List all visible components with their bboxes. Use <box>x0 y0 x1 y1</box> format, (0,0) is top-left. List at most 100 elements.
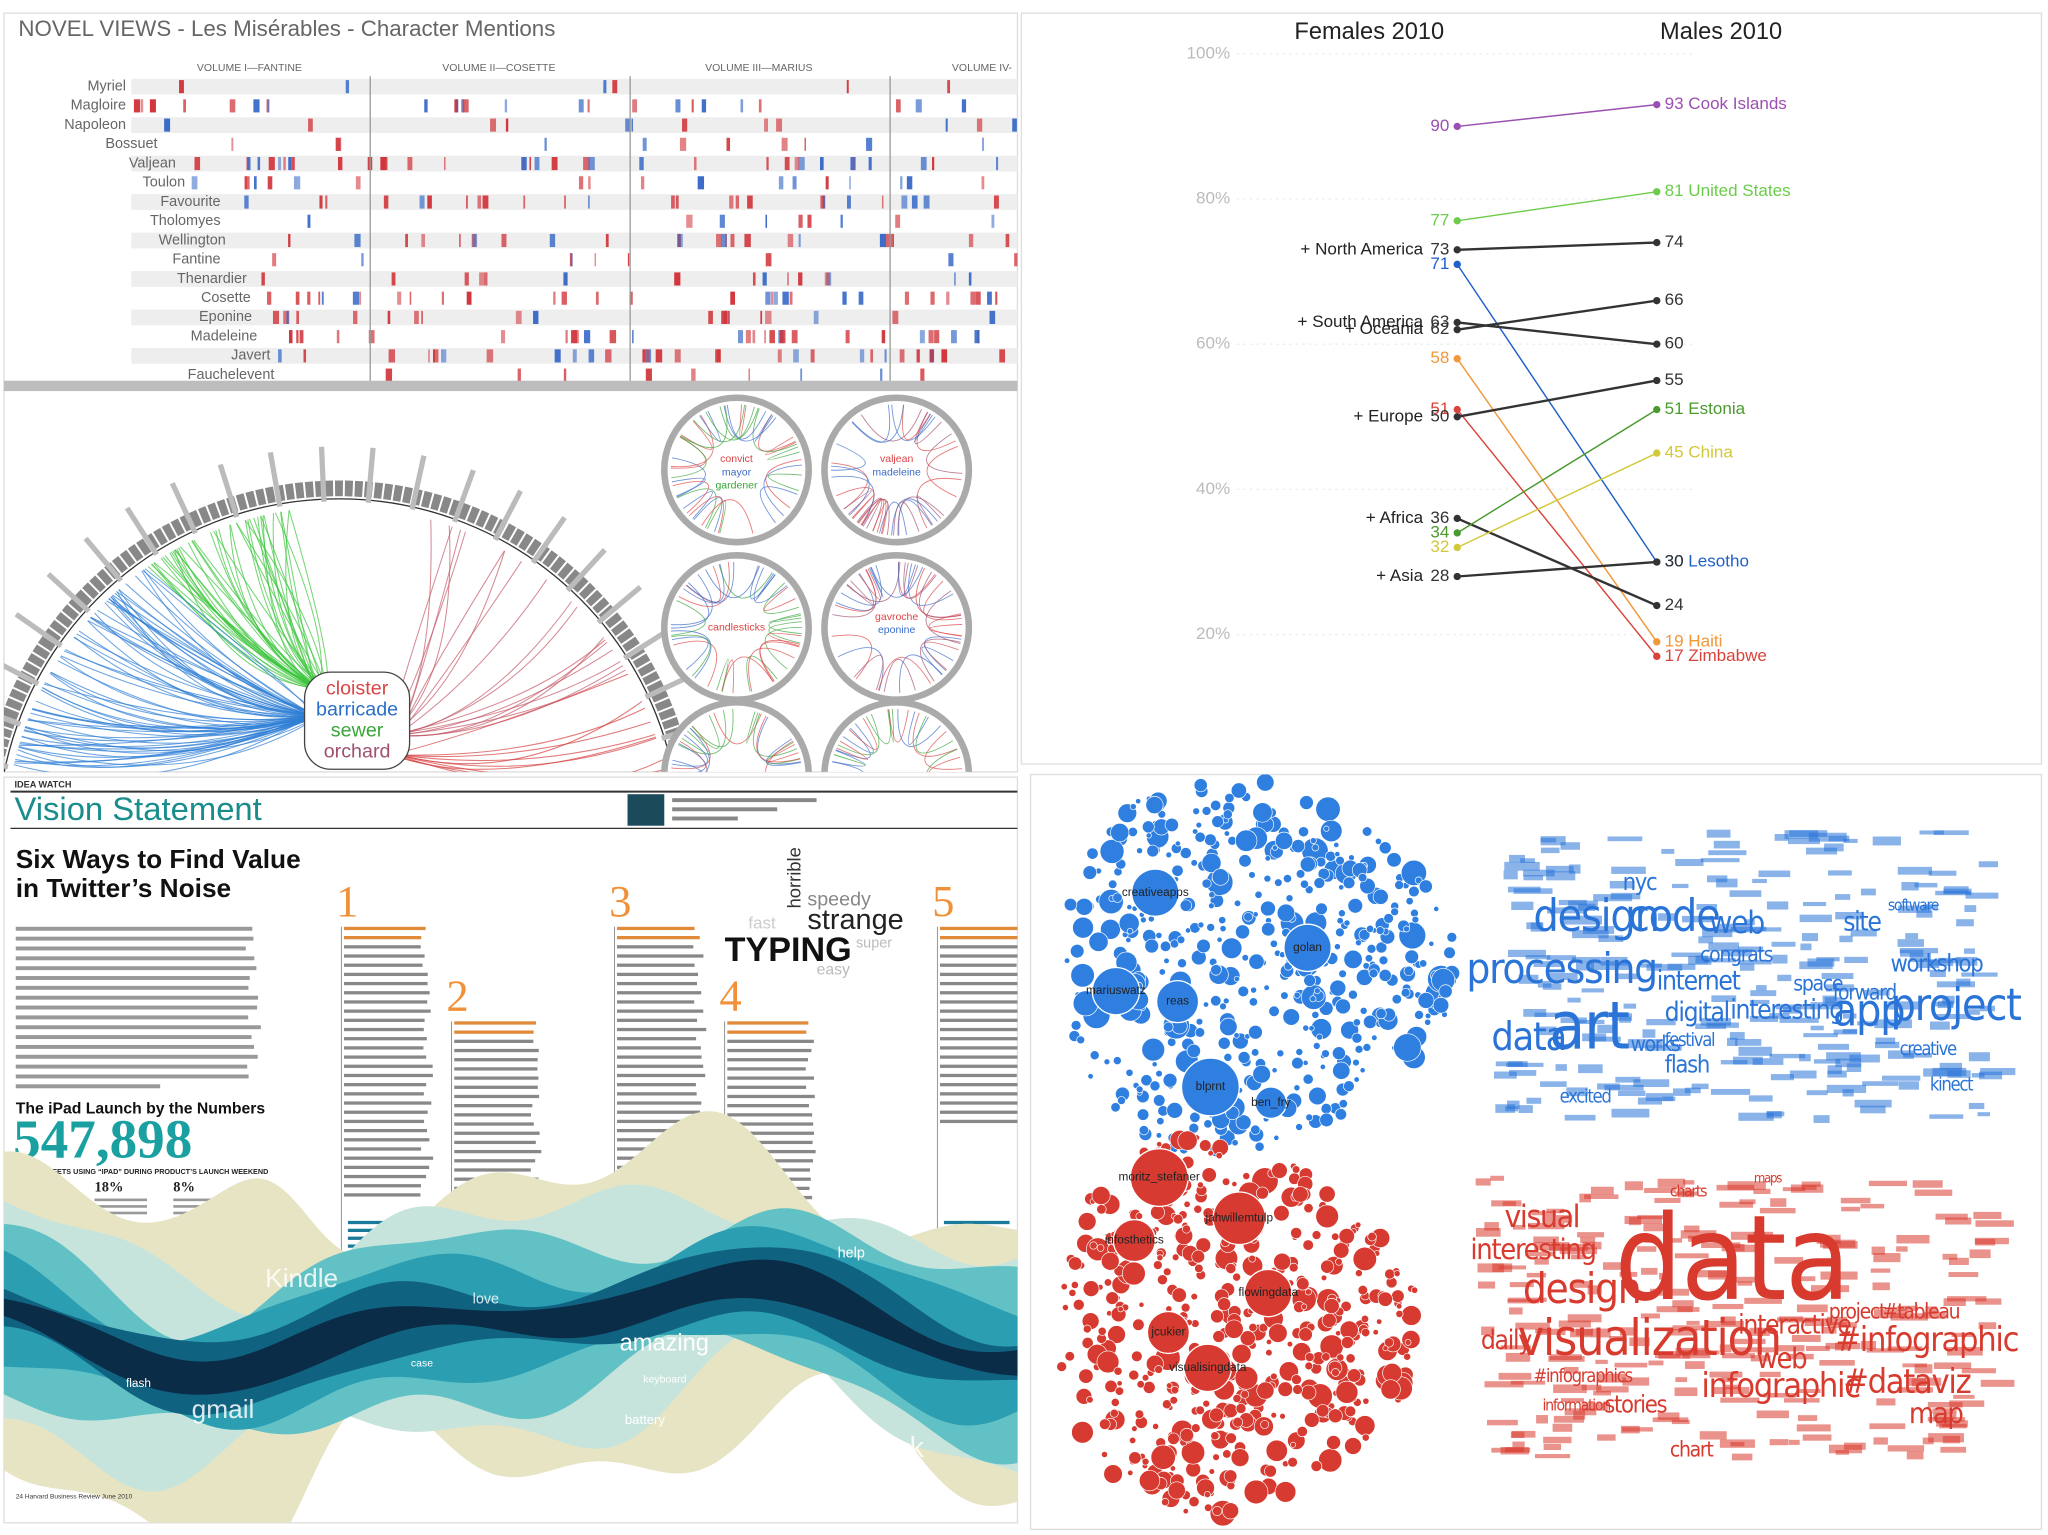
filler-word <box>1721 1316 1736 1326</box>
mini-link <box>924 636 962 672</box>
step-text <box>617 1110 701 1114</box>
step-text <box>343 1083 427 1087</box>
filler-word <box>1834 894 1851 900</box>
series-label: Zimbabwe <box>1688 646 1767 665</box>
filler-word <box>1927 1417 1966 1422</box>
filler-word <box>1948 1257 1969 1265</box>
chapter-label <box>452 469 476 523</box>
bubble <box>1081 1337 1094 1349</box>
filler-word <box>1737 960 1772 965</box>
filler-word <box>1708 850 1747 856</box>
bubble <box>1179 1428 1194 1443</box>
filler-word <box>1870 1268 1891 1273</box>
bubble <box>1363 1014 1378 1029</box>
filler-word <box>1933 1412 1957 1419</box>
filler-word <box>1602 1262 1626 1270</box>
mention-tick <box>490 118 497 132</box>
character-name: Wellington <box>159 232 226 248</box>
mention-tick <box>441 349 447 363</box>
mention-tick <box>523 195 526 209</box>
filler-word <box>1956 919 1974 927</box>
bubble <box>1212 1453 1220 1461</box>
filler-word <box>1498 1265 1527 1270</box>
step-text <box>617 1101 702 1105</box>
bubble <box>1180 1440 1206 1465</box>
body-text <box>15 966 257 971</box>
filler-word <box>1595 1359 1608 1364</box>
bubble <box>1272 844 1278 851</box>
mini-link <box>699 410 721 443</box>
point <box>1653 652 1661 661</box>
mini-link <box>833 754 866 766</box>
character-name: Myriel <box>88 78 127 94</box>
bubble <box>1268 1005 1280 1017</box>
bubble <box>1273 1134 1280 1141</box>
y-tick-label: 40% <box>1196 479 1230 498</box>
cloud-word: design <box>1523 1264 1641 1313</box>
mini-link <box>767 473 802 492</box>
step-text <box>727 1030 807 1034</box>
filler-word <box>1914 1364 1933 1374</box>
bubble <box>1162 1072 1178 1088</box>
bubble <box>1375 926 1385 935</box>
bubble <box>1210 1431 1220 1441</box>
point <box>1453 405 1461 414</box>
mention-tick <box>915 99 922 113</box>
series-label: Estonia <box>1688 399 1745 418</box>
filler-word <box>1476 1228 1501 1237</box>
mention-tick <box>798 157 805 171</box>
bubble <box>1225 1263 1237 1274</box>
filler-word <box>1580 1237 1596 1244</box>
bubble <box>1308 1086 1327 1106</box>
slope-line <box>1456 409 1658 657</box>
filler-word <box>1947 1347 1983 1356</box>
mini-link <box>716 658 729 692</box>
point <box>1453 217 1461 225</box>
filler-word <box>1796 1304 1828 1313</box>
mini-link <box>671 725 711 770</box>
bubble <box>1082 1324 1092 1334</box>
mini-link <box>846 580 874 606</box>
filler-word <box>1567 1314 1602 1323</box>
bubble <box>1237 1051 1251 1064</box>
filler-word <box>1726 1276 1764 1283</box>
bubble <box>1224 792 1235 804</box>
filler-word <box>1506 1062 1544 1067</box>
named-node <box>1091 966 1141 1016</box>
bubble <box>1056 1361 1067 1372</box>
mini-link <box>673 640 718 687</box>
bubble <box>1231 1181 1238 1188</box>
filler-word <box>1766 1111 1785 1117</box>
body-text <box>15 946 246 951</box>
bubble <box>1219 925 1227 933</box>
bubble <box>1384 1268 1396 1280</box>
mention-tick <box>194 157 201 171</box>
mention-tick <box>140 99 144 113</box>
mention-tick <box>578 176 584 190</box>
mini-link <box>671 477 706 497</box>
bubble <box>1242 1172 1251 1180</box>
filler-word <box>1784 830 1819 840</box>
mention-tick <box>486 349 494 363</box>
value-label: 71 <box>1430 254 1449 273</box>
step-text <box>727 1140 813 1145</box>
value-label: 24 <box>1665 595 1684 614</box>
bubble <box>1300 1384 1317 1401</box>
filler-word <box>1518 1105 1533 1113</box>
bubble <box>1252 802 1273 823</box>
body-text <box>15 936 254 941</box>
bubble <box>1196 938 1211 954</box>
filler-word <box>1542 983 1562 990</box>
mini-link <box>683 561 735 604</box>
bubble <box>1131 1425 1138 1432</box>
bubble <box>1194 1027 1206 1038</box>
filler-word <box>1887 1445 1925 1452</box>
bubble <box>1235 1403 1247 1414</box>
mini-link <box>870 566 924 598</box>
mention-tick <box>930 291 935 305</box>
mention-tick <box>570 330 578 344</box>
bubble <box>1347 898 1363 914</box>
step-text <box>343 963 423 967</box>
mention-tick <box>247 157 251 171</box>
bubble <box>1150 1444 1176 1470</box>
